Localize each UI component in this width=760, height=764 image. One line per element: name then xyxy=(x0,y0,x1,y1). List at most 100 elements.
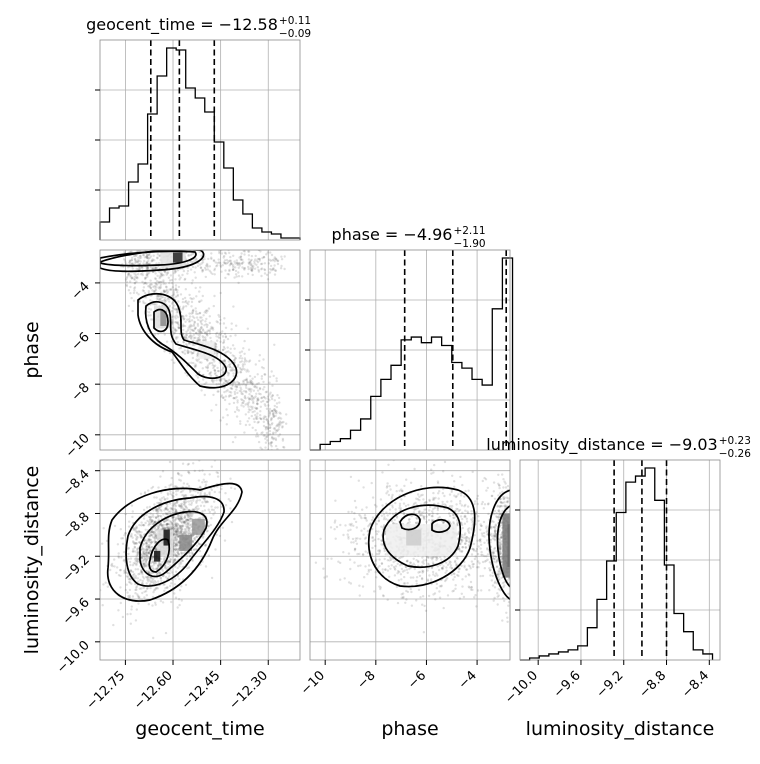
sample-point xyxy=(134,534,136,536)
sample-point xyxy=(224,333,226,335)
sample-point xyxy=(194,363,196,365)
sample-point xyxy=(204,394,206,396)
sample-point xyxy=(202,247,204,249)
sample-point xyxy=(235,396,237,398)
sample-point xyxy=(146,506,148,508)
sample-point xyxy=(173,289,175,291)
sample-point xyxy=(271,422,273,424)
sample-point xyxy=(178,327,180,329)
sample-point xyxy=(215,379,217,381)
sample-point xyxy=(421,556,423,558)
sample-point xyxy=(415,580,417,582)
sample-point xyxy=(180,293,182,295)
sample-point xyxy=(470,581,472,583)
sample-point xyxy=(152,637,154,639)
sample-point xyxy=(224,269,226,271)
sample-point xyxy=(218,250,220,252)
sample-point xyxy=(125,513,127,515)
sample-point xyxy=(236,262,238,264)
sample-point xyxy=(388,565,390,567)
sample-point xyxy=(486,559,488,561)
sample-point xyxy=(403,502,405,504)
sample-point xyxy=(154,561,156,563)
sample-point xyxy=(267,278,269,280)
sample-point xyxy=(512,566,514,568)
sample-point xyxy=(514,514,516,516)
sample-point xyxy=(245,413,247,415)
sample-point xyxy=(182,463,184,465)
sample-point xyxy=(182,525,184,527)
sample-point xyxy=(191,253,193,255)
sample-point xyxy=(265,426,267,428)
sample-point xyxy=(129,280,131,282)
sample-point xyxy=(473,543,475,545)
sample-point xyxy=(228,372,230,374)
sample-point xyxy=(147,260,149,262)
sample-point xyxy=(355,506,357,508)
sample-point xyxy=(512,531,514,533)
sample-point xyxy=(215,265,217,267)
sample-point xyxy=(180,527,182,529)
sample-point xyxy=(203,479,205,481)
sample-point xyxy=(517,565,519,567)
sample-point xyxy=(274,399,276,401)
sample-point xyxy=(263,418,265,420)
sample-point xyxy=(139,573,141,575)
sample-point xyxy=(185,315,187,317)
sample-point xyxy=(166,519,168,521)
sample-point xyxy=(267,427,269,429)
sample-point xyxy=(169,493,171,495)
sample-point xyxy=(315,562,317,564)
sample-point xyxy=(422,498,424,500)
sample-point xyxy=(511,489,513,491)
sample-point xyxy=(213,295,215,297)
sample-point xyxy=(163,527,165,529)
sample-point xyxy=(234,357,236,359)
sample-point xyxy=(166,586,168,588)
sample-point xyxy=(194,266,196,268)
sample-point xyxy=(466,518,468,520)
sample-point xyxy=(402,597,404,599)
title-plus-error: +0.11 xyxy=(279,15,311,27)
sample-point xyxy=(264,403,266,405)
sample-point xyxy=(248,417,250,419)
sample-point xyxy=(152,242,154,244)
sample-point xyxy=(187,303,189,305)
sample-point xyxy=(188,530,190,532)
sample-point xyxy=(129,561,131,563)
sample-point xyxy=(362,585,364,587)
sample-point xyxy=(477,589,479,591)
sample-point xyxy=(512,533,514,535)
sample-point xyxy=(271,246,273,248)
sample-point xyxy=(275,425,277,427)
sample-point xyxy=(259,393,261,395)
sample-point xyxy=(175,338,177,340)
sample-point xyxy=(136,292,138,294)
sample-point xyxy=(216,506,218,508)
sample-point xyxy=(148,603,150,605)
sample-point xyxy=(123,570,125,572)
sample-point xyxy=(144,302,146,304)
sample-point xyxy=(223,317,225,319)
sample-point xyxy=(163,509,165,511)
sample-point xyxy=(261,378,263,380)
sample-point xyxy=(194,328,196,330)
sample-point xyxy=(249,262,251,264)
sample-point xyxy=(198,479,200,481)
sample-point xyxy=(188,503,190,505)
sample-point xyxy=(437,507,439,509)
sample-point xyxy=(137,256,139,258)
sample-point xyxy=(166,274,168,276)
sample-point xyxy=(236,381,238,383)
sample-point xyxy=(270,417,272,419)
sample-point xyxy=(135,568,137,570)
sample-point xyxy=(255,416,257,418)
sample-point xyxy=(145,549,147,551)
sample-point xyxy=(153,503,155,505)
sample-point xyxy=(134,546,136,548)
sample-point xyxy=(175,597,177,599)
sample-point xyxy=(133,289,135,291)
sample-point xyxy=(238,267,240,269)
sample-point xyxy=(275,412,277,414)
sample-point xyxy=(269,376,271,378)
